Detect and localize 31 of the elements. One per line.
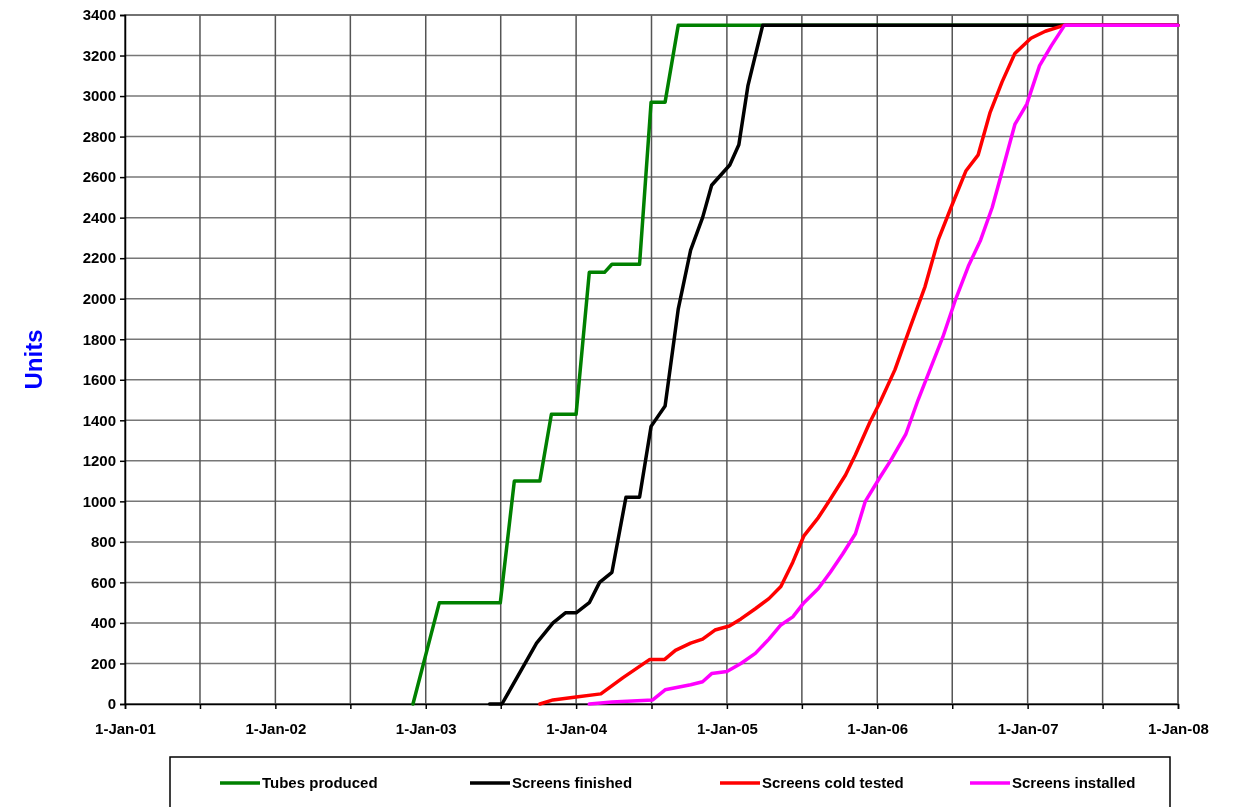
y-tick-label: 2400 (82, 208, 116, 226)
x-tick-label: 1-Jan-01 (95, 719, 156, 737)
y-tick-label: 3000 (82, 87, 116, 105)
y-tick-label: 2600 (82, 168, 116, 186)
y-tick-label: 1600 (82, 371, 116, 389)
x-tick-label: 1-Jan-08 (1148, 719, 1209, 737)
y-tick-label: 400 (90, 614, 116, 632)
y-tick-label: 200 (90, 654, 116, 672)
legend-label: Screens finished (512, 774, 633, 791)
y-tick-label: 1200 (82, 452, 116, 470)
y-tick-label: 1800 (82, 330, 116, 348)
x-tick-label: 1-Jan-03 (395, 719, 457, 737)
y-tick-label: 2000 (82, 290, 116, 308)
x-tick-label: 1-Jan-07 (997, 719, 1059, 737)
x-tick-label: 1-Jan-05 (696, 719, 758, 737)
y-tick-label: 1000 (82, 492, 116, 510)
y-tick-label: 0 (107, 695, 116, 713)
y-tick-label: 3200 (82, 46, 116, 64)
y-tick-label: 1400 (82, 411, 116, 429)
legend-label: Tubes produced (262, 774, 378, 791)
y-tick-label: 2200 (82, 249, 116, 267)
y-axis-title: Units (20, 329, 47, 390)
y-tick-label: 3400 (82, 6, 116, 24)
y-tick-label: 600 (90, 573, 116, 591)
y-tick-label: 800 (90, 533, 116, 551)
x-tick-label: 1-Jan-04 (546, 719, 608, 737)
x-tick-label: 1-Jan-06 (847, 719, 909, 737)
x-tick-label: 1-Jan-02 (245, 719, 307, 737)
y-tick-label: 2800 (82, 127, 116, 145)
legend-label: Screens cold tested (762, 774, 904, 791)
legend-label: Screens installed (1012, 774, 1136, 791)
